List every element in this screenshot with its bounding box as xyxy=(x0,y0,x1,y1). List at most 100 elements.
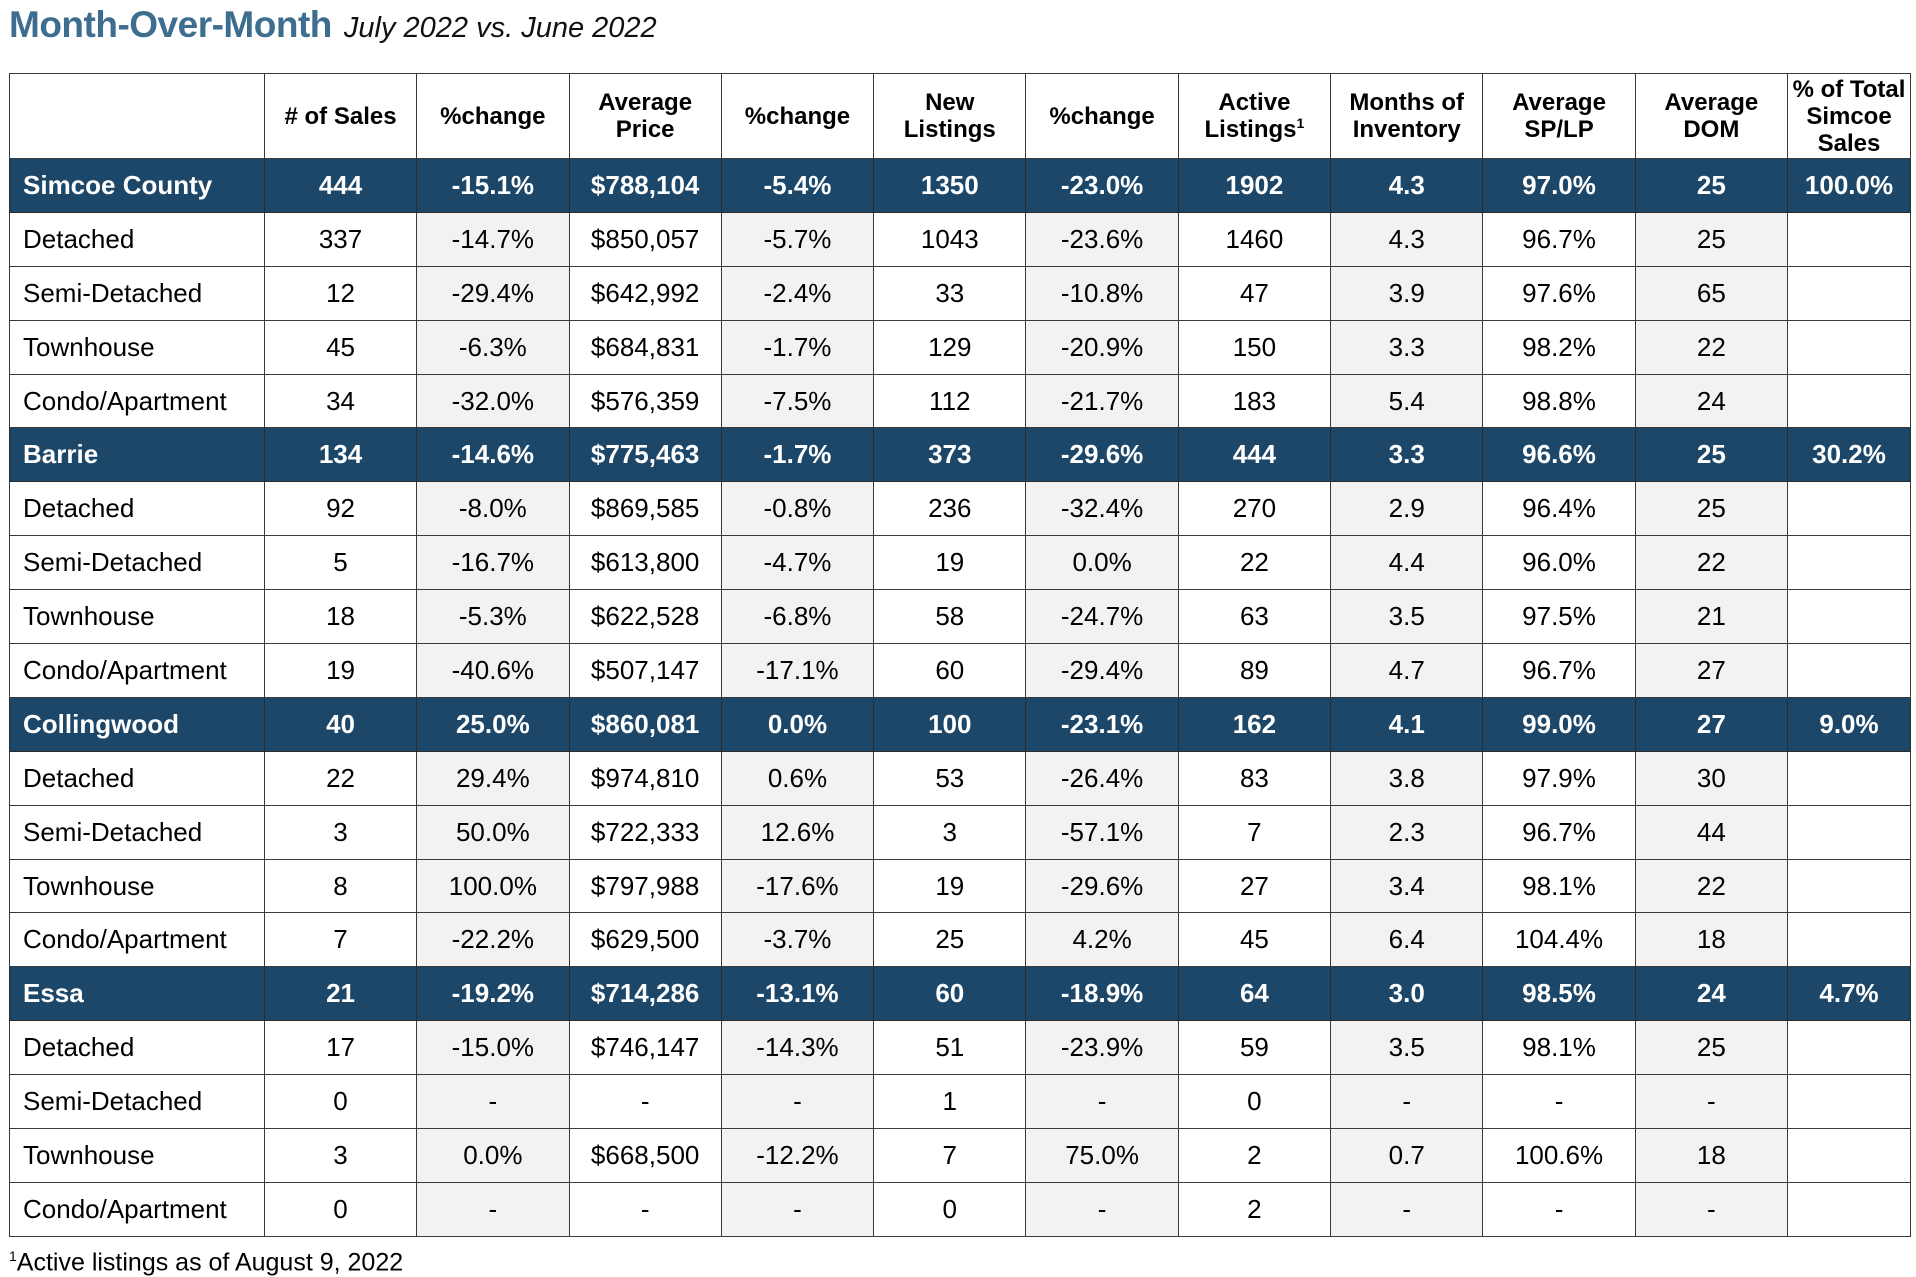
cell-months-inventory: 3.9 xyxy=(1330,265,1484,321)
header-average-splp: Average SP/LP xyxy=(1482,73,1636,159)
cell-sales-change: 29.4% xyxy=(416,750,570,806)
cell-active-listings: 1460 xyxy=(1177,211,1332,267)
cell-average-price: $613,800 xyxy=(568,535,722,591)
market-stats-table: # of Sales %change Average Price %change… xyxy=(9,73,1911,1237)
cell-active-listings: 64 xyxy=(1177,966,1332,1022)
cell-active-listings: 162 xyxy=(1177,696,1332,752)
cell-new-listings: 19 xyxy=(873,858,1027,914)
cell-average-dom: 27 xyxy=(1634,696,1789,752)
cell-num-sales: 19 xyxy=(263,643,418,698)
cell-row-name: Semi-Detached xyxy=(9,804,265,860)
cell-listings-change: -57.1% xyxy=(1025,804,1179,860)
cell-average-price: $629,500 xyxy=(568,912,722,968)
table-row-group: Collingwood 40 25.0% $860,081 0.0% 100 -23.1% 1… xyxy=(9,696,1911,752)
cell-sales-change: -8.0% xyxy=(416,481,570,537)
cell-months-inventory: 3.3 xyxy=(1330,427,1484,483)
cell-months-inventory: 3.3 xyxy=(1330,319,1484,375)
cell-average-dom: 22 xyxy=(1634,319,1789,375)
cell-active-listings: 45 xyxy=(1177,912,1332,968)
header-new-listings: New Listings xyxy=(873,73,1027,159)
cell-sales-change: 50.0% xyxy=(416,804,570,860)
cell-new-listings: 129 xyxy=(873,319,1027,375)
cell-price-change: 12.6% xyxy=(720,804,875,860)
cell-average-dom: 24 xyxy=(1634,966,1789,1022)
cell-average-price: $850,057 xyxy=(568,211,722,267)
cell-listings-change: 75.0% xyxy=(1025,1128,1179,1183)
cell-active-listings: 59 xyxy=(1177,1020,1332,1076)
cell-average-dom: 25 xyxy=(1634,427,1789,483)
cell-sales-change: - xyxy=(416,1074,570,1130)
cell-num-sales: 0 xyxy=(263,1074,418,1130)
cell-months-inventory: 3.5 xyxy=(1330,1020,1484,1076)
cell-pct-total-sales xyxy=(1787,1074,1911,1130)
page-subtitle: July 2022 vs. June 2022 xyxy=(343,12,657,44)
cell-listings-change: - xyxy=(1025,1074,1179,1130)
cell-new-listings: 25 xyxy=(873,912,1027,968)
cell-price-change: -3.7% xyxy=(720,912,875,968)
cell-average-price: $788,104 xyxy=(568,158,722,213)
cell-average-dom: 25 xyxy=(1634,211,1789,267)
table-row: Semi-Detached 0- - -1-0- - - xyxy=(9,1074,1911,1130)
header-listings-change: %change xyxy=(1025,73,1179,159)
cell-num-sales: 444 xyxy=(263,158,418,213)
cell-months-inventory: - xyxy=(1330,1181,1484,1237)
cell-average-price: - xyxy=(568,1074,722,1130)
cell-months-inventory: 2.3 xyxy=(1330,804,1484,860)
cell-pct-total-sales xyxy=(1787,804,1911,860)
cell-new-listings: 53 xyxy=(873,750,1027,806)
cell-row-name: Semi-Detached xyxy=(9,535,265,591)
cell-average-dom: 22 xyxy=(1634,535,1789,591)
cell-price-change: -4.7% xyxy=(720,535,875,591)
cell-listings-change: -29.4% xyxy=(1025,643,1179,698)
cell-active-listings: 27 xyxy=(1177,858,1332,914)
cell-price-change: -14.3% xyxy=(720,1020,875,1076)
cell-months-inventory: 3.8 xyxy=(1330,750,1484,806)
cell-average-splp: 96.7% xyxy=(1482,211,1636,267)
cell-listings-change: -23.6% xyxy=(1025,211,1179,267)
cell-num-sales: 21 xyxy=(263,966,418,1022)
cell-average-dom: 18 xyxy=(1634,1128,1789,1183)
cell-sales-change: -22.2% xyxy=(416,912,570,968)
table-row: Detached 337 -14.7% $850,057 -5.7% 1043 -23.6%… xyxy=(9,211,1911,267)
cell-price-change: -17.1% xyxy=(720,643,875,698)
cell-average-splp: 99.0% xyxy=(1482,696,1636,752)
cell-row-name: Semi-Detached xyxy=(9,265,265,321)
cell-row-name: Condo/Apartment xyxy=(9,373,265,429)
cell-sales-change: 25.0% xyxy=(416,696,570,752)
cell-average-dom: 18 xyxy=(1634,912,1789,968)
table-row-group: Barrie 134 -14.6% $775,463 -1.7% 373 -29.6% 444… xyxy=(9,427,1911,483)
header-average-price: Average Price xyxy=(568,73,722,159)
cell-average-price: $797,988 xyxy=(568,858,722,914)
cell-new-listings: 7 xyxy=(873,1128,1027,1183)
table-row: Condo/Apartment 34 -32.0% $576,359 -7.5% 112-… xyxy=(9,373,1911,429)
cell-listings-change: -20.9% xyxy=(1025,319,1179,375)
cell-pct-total-sales xyxy=(1787,265,1911,321)
cell-new-listings: 3 xyxy=(873,804,1027,860)
cell-row-name: Collingwood xyxy=(9,696,265,752)
table-header: # of Sales %change Average Price %change… xyxy=(9,73,1911,159)
cell-pct-total-sales: 30.2% xyxy=(1787,427,1911,483)
cell-sales-change: -19.2% xyxy=(416,966,570,1022)
cell-listings-change: -29.6% xyxy=(1025,858,1179,914)
page-header: Month-Over-Month July 2022 vs. June 2022 xyxy=(9,4,657,64)
table-row: Detached 92 -8.0% $869,585 -0.8% 236 -32.4% 270… xyxy=(9,481,1911,537)
cell-listings-change: 0.0% xyxy=(1025,535,1179,591)
cell-average-price: $860,081 xyxy=(568,696,722,752)
header-num-sales: # of Sales xyxy=(263,73,418,159)
cell-pct-total-sales xyxy=(1787,1128,1911,1183)
cell-months-inventory: 4.4 xyxy=(1330,535,1484,591)
table-row: Detached 17 -15.0% $746,147 -14.3% 51 -23.9% 59… xyxy=(9,1020,1911,1076)
cell-average-splp: 96.0% xyxy=(1482,535,1636,591)
cell-price-change: -6.8% xyxy=(720,589,875,645)
cell-listings-change: -23.9% xyxy=(1025,1020,1179,1076)
table-row: Townhouse 3 0.0% $668,500 -12.2% 7 75.0% 2 0.7 10… xyxy=(9,1128,1911,1183)
header-active-listings: Active Listings1 xyxy=(1177,73,1332,159)
cell-pct-total-sales xyxy=(1787,1181,1911,1237)
cell-average-splp: 100.6% xyxy=(1482,1128,1636,1183)
cell-average-splp: 104.4% xyxy=(1482,912,1636,968)
cell-price-change: -0.8% xyxy=(720,481,875,537)
cell-active-listings: 1902 xyxy=(1177,158,1332,213)
cell-num-sales: 40 xyxy=(263,696,418,752)
cell-sales-change: -5.3% xyxy=(416,589,570,645)
cell-average-splp: - xyxy=(1482,1074,1636,1130)
